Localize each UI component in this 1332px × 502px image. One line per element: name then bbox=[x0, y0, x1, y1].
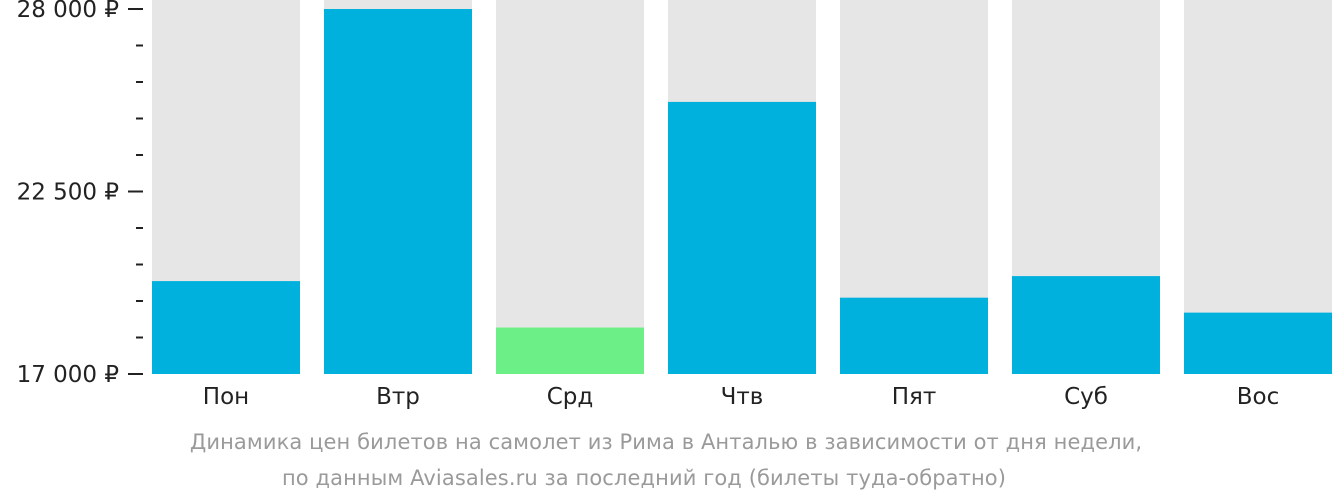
bar-6 bbox=[1012, 276, 1160, 374]
y-tick-label: 17 000 ₽ bbox=[17, 362, 119, 388]
bar-background-3 bbox=[496, 0, 644, 374]
x-tick-label: Пон bbox=[203, 384, 249, 410]
x-tick-label: Чтв bbox=[721, 384, 764, 410]
chart-caption-line1: Динамика цен билетов на самолет из Рима … bbox=[189, 430, 1143, 454]
x-tick-label: Суб bbox=[1064, 384, 1108, 410]
bar-4 bbox=[668, 101, 816, 374]
bar-background-7 bbox=[1184, 0, 1332, 374]
bar-chart: Пон Втр Срд Чтв Пят Суб Вос 17 000 ₽ 22 500 ₽ 28 … bbox=[17, 0, 1332, 410]
y-tick-label: 22 500 ₽ bbox=[17, 180, 119, 206]
bar-3 bbox=[496, 327, 644, 374]
x-tick-label: Пят bbox=[892, 384, 937, 410]
bar-1 bbox=[152, 281, 300, 374]
chart-caption-line2: по данным Aviasales.ru за последний год … bbox=[281, 466, 1007, 490]
bar-2 bbox=[324, 9, 472, 374]
x-tick-label: Вос bbox=[1237, 384, 1280, 410]
bar-5 bbox=[840, 297, 988, 374]
x-tick-label: Втр bbox=[376, 384, 420, 410]
x-tick-label: Срд bbox=[547, 384, 594, 410]
bar-7 bbox=[1184, 312, 1332, 374]
y-tick-label: 28 000 ₽ bbox=[17, 0, 119, 23]
